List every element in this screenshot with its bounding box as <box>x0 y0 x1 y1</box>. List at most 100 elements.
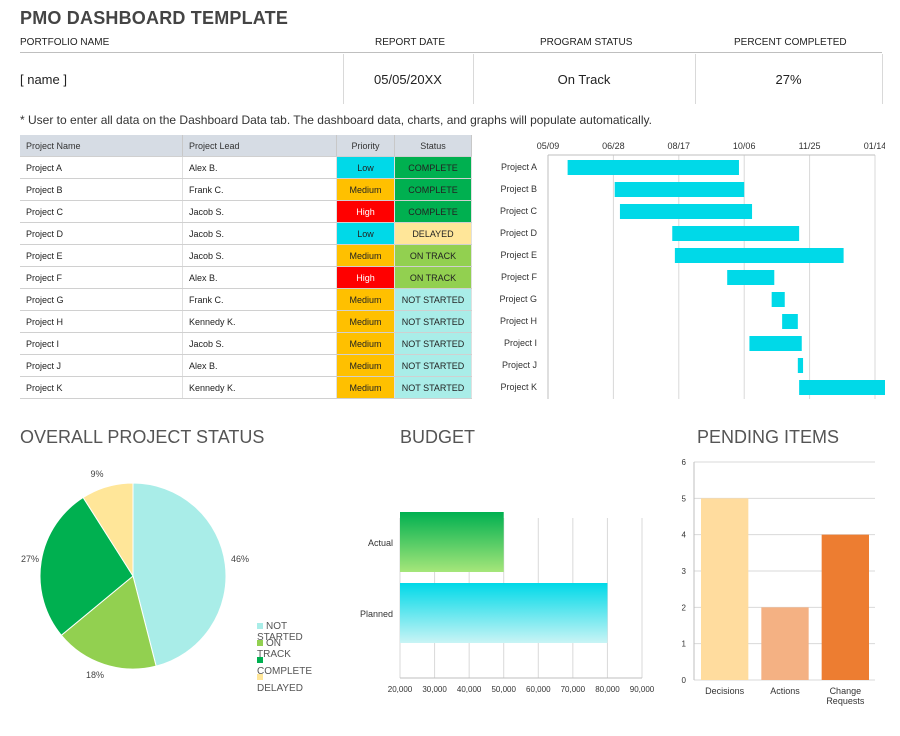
project-name-cell[interactable]: Project J <box>20 354 183 377</box>
project-name-cell[interactable]: Project I <box>20 332 183 355</box>
project-name-cell[interactable]: Project B <box>20 178 183 201</box>
priority-cell[interactable]: High <box>336 266 395 289</box>
project-lead-cell[interactable]: Kennedy K. <box>182 310 337 333</box>
project-lead-cell[interactable]: Alex B. <box>182 156 337 179</box>
legend-swatch <box>257 640 263 646</box>
legend-entry: DELAYED <box>257 672 303 694</box>
pie-slice <box>132 482 227 667</box>
pending-tick-label: 5 <box>682 494 687 503</box>
legend-entry: COMPLETE <box>257 655 312 677</box>
project-name-cell[interactable]: Project C <box>20 200 183 223</box>
priority-cell[interactable]: Medium <box>336 310 395 333</box>
portfolio-name-label: PORTFOLIO NAME <box>20 37 110 48</box>
header-separator <box>473 54 474 104</box>
project-name-cell[interactable]: Project H <box>20 310 183 333</box>
legend-label: ON TRACK <box>257 638 291 660</box>
pie-value-label: 18% <box>86 670 104 680</box>
project-lead-cell[interactable]: Alex B. <box>182 354 337 377</box>
project-name-cell[interactable]: Project K <box>20 376 183 399</box>
priority-cell[interactable]: Low <box>336 222 395 245</box>
project-lead-cell[interactable]: Frank C. <box>182 288 337 311</box>
status-cell[interactable]: NOT STARTED <box>394 310 472 333</box>
budget-tick-label: 40,000 <box>457 685 482 694</box>
pending-bar <box>761 607 809 680</box>
header-divider <box>20 52 882 53</box>
table-header-row: Project Name Project Lead Priority Statu… <box>20 135 472 157</box>
portfolio-name-value[interactable]: [ name ] <box>20 71 67 87</box>
project-lead-cell[interactable]: Jacob S. <box>182 332 337 355</box>
table-row: Project D Jacob S. Low DELAYED <box>20 222 472 245</box>
legend-swatch <box>257 674 263 680</box>
table-row: Project B Frank C. Medium COMPLETE <box>20 178 472 201</box>
report-date-value[interactable]: 05/05/20XX <box>374 71 442 87</box>
percent-completed-value[interactable]: 27% <box>775 71 802 87</box>
project-lead-cell[interactable]: Jacob S. <box>182 222 337 245</box>
gantt-bar <box>567 160 739 175</box>
status-cell[interactable]: COMPLETE <box>394 200 472 223</box>
gantt-category-label: Project F <box>501 272 538 282</box>
legend-entry: NOT STARTED <box>257 621 303 643</box>
priority-cell[interactable]: Medium <box>336 178 395 201</box>
gantt-tick-label: 06/28 <box>602 141 625 151</box>
gantt-tick-label: 10/06 <box>733 141 756 151</box>
table-row: Project G Frank C. Medium NOT STARTED <box>20 288 472 311</box>
overall-status-title: OVERALL PROJECT STATUS <box>20 427 265 447</box>
project-lead-cell[interactable]: Alex B. <box>182 266 337 289</box>
gantt-bar <box>799 380 885 395</box>
table-row: Project K Kennedy K. Medium NOT STARTED <box>20 376 472 399</box>
project-name-cell[interactable]: Project A <box>20 156 183 179</box>
percent-completed-label: PERCENT COMPLETED <box>734 37 847 48</box>
budget-category-label: Actual <box>368 538 393 548</box>
header-separator <box>695 54 696 104</box>
pie-slice <box>39 496 134 636</box>
priority-cell[interactable]: Low <box>336 156 395 179</box>
priority-cell[interactable]: Medium <box>336 354 395 377</box>
gantt-bar <box>674 248 844 263</box>
project-name-cell[interactable]: Project G <box>20 288 183 311</box>
gantt-bar <box>797 358 804 373</box>
status-cell[interactable]: NOT STARTED <box>394 288 472 311</box>
budget-tick-label: 90,000 <box>630 685 655 694</box>
gantt-bar <box>749 336 802 351</box>
legend-swatch <box>257 623 263 629</box>
table-row: Project F Alex B. High ON TRACK <box>20 266 472 289</box>
project-name-cell[interactable]: Project F <box>20 266 183 289</box>
status-cell[interactable]: NOT STARTED <box>394 376 472 399</box>
priority-cell[interactable]: Medium <box>336 332 395 355</box>
pending-category-label: Decisions <box>705 686 745 696</box>
project-name-cell[interactable]: Project D <box>20 222 183 245</box>
pending-bar <box>701 498 749 680</box>
project-lead-cell[interactable]: Kennedy K. <box>182 376 337 399</box>
col-project-lead: Project Lead <box>182 135 337 157</box>
gantt-tick-label: 08/17 <box>668 141 691 151</box>
status-cell[interactable]: COMPLETE <box>394 156 472 179</box>
status-cell[interactable]: NOT STARTED <box>394 332 472 355</box>
pie-value-label: 27% <box>21 554 39 564</box>
table-row: Project H Kennedy K. Medium NOT STARTED <box>20 310 472 333</box>
priority-cell[interactable]: High <box>336 200 395 223</box>
status-cell[interactable]: COMPLETE <box>394 178 472 201</box>
pending-tick-label: 4 <box>682 531 687 540</box>
pending-bar <box>821 534 869 680</box>
status-cell[interactable]: ON TRACK <box>394 266 472 289</box>
overall-status-pie: 46% 18% 27% 9% <box>21 469 249 680</box>
project-lead-cell[interactable]: Frank C. <box>182 178 337 201</box>
project-lead-cell[interactable]: Jacob S. <box>182 244 337 267</box>
gantt-bar <box>614 182 745 197</box>
gantt-category-label: Project G <box>499 294 537 304</box>
priority-cell[interactable]: Medium <box>336 244 395 267</box>
program-status-value[interactable]: On Track <box>557 71 611 87</box>
status-cell[interactable]: ON TRACK <box>394 244 472 267</box>
pending-category-label: Change <box>830 686 862 696</box>
status-cell[interactable]: DELAYED <box>394 222 472 245</box>
pending-category-label: Requests <box>826 696 865 706</box>
project-lead-cell[interactable]: Jacob S. <box>182 200 337 223</box>
project-name-cell[interactable]: Project E <box>20 244 183 267</box>
instruction-note: * User to enter all data on the Dashboar… <box>20 113 652 127</box>
status-cell[interactable]: NOT STARTED <box>394 354 472 377</box>
program-status-label: PROGRAM STATUS <box>540 37 633 48</box>
pending-tick-label: 0 <box>682 676 687 685</box>
priority-cell[interactable]: Medium <box>336 376 395 399</box>
priority-cell[interactable]: Medium <box>336 288 395 311</box>
